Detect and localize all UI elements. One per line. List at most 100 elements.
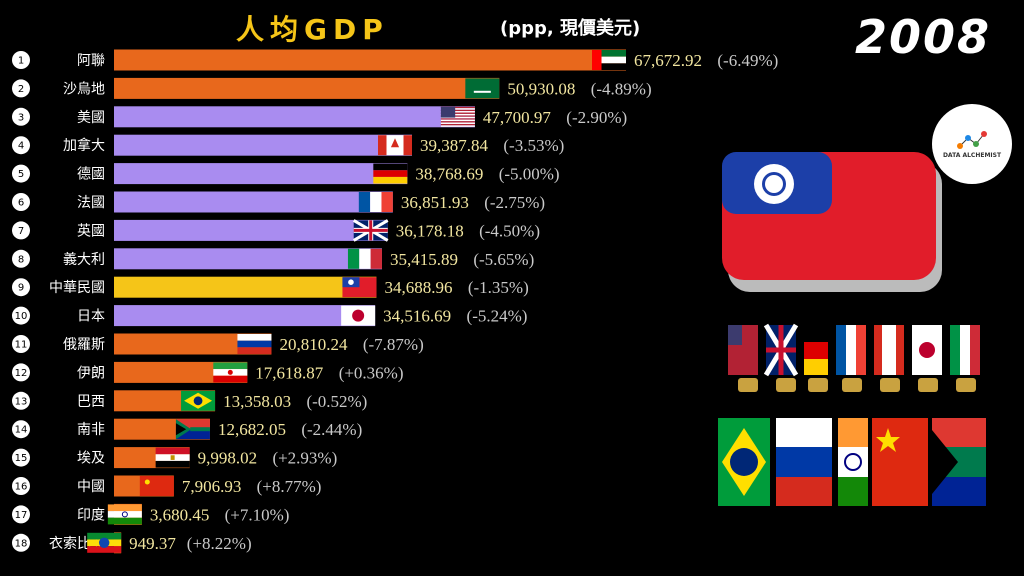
south-africa-flag-icon xyxy=(175,419,210,440)
change-label: (-5.65%) xyxy=(473,250,534,269)
value-label: 13,358.03 xyxy=(223,392,291,411)
taiwan-flag-tile-icon xyxy=(722,152,942,292)
rank-number: 3 xyxy=(18,112,24,123)
rank-number: 8 xyxy=(18,254,24,265)
change-label: (+8.22%) xyxy=(187,534,252,553)
unit-label: (ppp, 現價美元) xyxy=(500,18,641,39)
country-label: 日本 xyxy=(77,309,105,325)
change-label: (-5.24%) xyxy=(467,307,528,326)
rank-number: 4 xyxy=(18,141,24,152)
bar-row: 11 俄羅斯 20,810.24 (-7.87%) xyxy=(12,333,424,355)
rank-badge xyxy=(12,448,30,467)
value-label: 47,700.97 xyxy=(483,108,551,127)
japan-flag-icon xyxy=(341,305,376,326)
rank-number: 9 xyxy=(18,283,24,294)
rank-badge xyxy=(12,79,30,98)
bar-row: 9 中華民國 34,688.96 (-1.35%) xyxy=(12,276,529,298)
bar xyxy=(114,163,408,185)
russia-flag-icon xyxy=(237,334,272,354)
change-label: (-3.53%) xyxy=(503,136,564,155)
rank-number: 16 xyxy=(15,482,28,493)
chart-title: 人均GDP xyxy=(236,13,389,46)
saudi-flag-icon xyxy=(465,78,500,99)
rank-badge xyxy=(12,391,30,410)
g7-desk-flags-icon xyxy=(728,323,980,392)
bar-row: 15 埃及 9,998.02 (+2.93%) xyxy=(12,447,337,469)
bar xyxy=(114,134,413,156)
change-label: (+0.36%) xyxy=(339,363,404,382)
bar-row: 5 德國 38,768.69 (-5.00%) xyxy=(12,163,560,185)
rank-number: 11 xyxy=(15,340,28,351)
usa-flag-icon xyxy=(440,106,475,127)
bar-row: 4 加拿大 39,387.84 (-3.53%) xyxy=(12,134,564,156)
bar-row: 17 印度 3,680.45 (+7.10%) xyxy=(12,503,290,525)
value-label: 34,516.69 xyxy=(383,307,451,326)
value-label: 35,415.89 xyxy=(390,250,458,269)
bar-row: 3 美國 47,700.97 (-2.90%) xyxy=(12,106,627,128)
rank-badge xyxy=(12,107,30,126)
change-label: (-6.49%) xyxy=(717,51,778,70)
bar-row: 13 巴西 13,358.03 (-0.52%) xyxy=(12,390,367,412)
bar xyxy=(114,191,393,213)
rank-badge xyxy=(12,477,30,495)
uk-flag-icon xyxy=(352,219,389,242)
rank-number: 2 xyxy=(18,84,24,95)
country-label: 義大利 xyxy=(63,251,105,268)
value-label: 12,682.05 xyxy=(218,420,286,439)
rank-number: 12 xyxy=(15,368,28,379)
rank-badge xyxy=(12,420,30,439)
change-label: (+7.10%) xyxy=(225,505,290,524)
country-label: 法國 xyxy=(77,195,105,211)
rank-badge xyxy=(12,505,30,524)
rank-number: 10 xyxy=(15,311,28,322)
change-label: (-7.87%) xyxy=(363,335,424,354)
change-label: (-1.35%) xyxy=(468,278,529,297)
rank-number: 18 xyxy=(15,538,28,549)
rank-badge xyxy=(12,363,30,382)
value-label: 36,178.18 xyxy=(396,221,464,240)
value-label: 9,998.02 xyxy=(198,449,258,468)
value-label: 67,672.92 xyxy=(634,51,702,70)
bar-row: 1 阿聯 67,672.92 (-6.49%) xyxy=(12,49,778,71)
bar-row: 14 南非 12,682.05 (-2.44%) xyxy=(12,418,362,440)
bar-row: 12 伊朗 17,618.87 (+0.36%) xyxy=(12,361,404,383)
china-flag-icon xyxy=(139,476,174,496)
bar-row: 2 沙烏地 50,930.08 (-4.89%) xyxy=(12,77,652,99)
bar xyxy=(114,219,388,241)
value-label: 38,768.69 xyxy=(415,165,483,184)
rank-number: 6 xyxy=(18,198,24,209)
country-label: 俄羅斯 xyxy=(63,337,105,353)
value-label: 39,387.84 xyxy=(420,136,489,155)
country-label: 伊朗 xyxy=(77,365,105,381)
rank-number: 17 xyxy=(15,510,28,521)
rank-badge xyxy=(12,533,30,552)
rank-number: 15 xyxy=(15,453,28,464)
value-label: 34,688.96 xyxy=(384,278,452,297)
ethiopia-flag-icon xyxy=(87,532,122,553)
france-flag-icon xyxy=(358,192,393,212)
rank-badge xyxy=(12,306,30,325)
rank-badge xyxy=(12,164,30,183)
brazil-flag-icon xyxy=(181,390,216,411)
rank-badge xyxy=(12,136,30,155)
change-label: (-4.89%) xyxy=(591,79,652,98)
italy-flag-icon xyxy=(347,248,382,269)
rank-badge xyxy=(12,221,30,240)
change-label: (-2.75%) xyxy=(484,193,545,212)
brics-flag-letters-icon xyxy=(718,418,986,506)
rank-badge xyxy=(12,51,30,69)
bar xyxy=(114,77,500,99)
bar-row: 10 日本 34,516.69 (-5.24%) xyxy=(12,305,528,327)
bar xyxy=(114,333,272,355)
logo-text: DATA ALCHEMIST xyxy=(942,152,1002,159)
rank-number: 5 xyxy=(18,169,24,180)
value-label: 3,680.45 xyxy=(150,505,210,524)
rank-number: 14 xyxy=(15,425,28,436)
bar-row: 7 英國 36,178.18 (-4.50%) xyxy=(12,219,540,242)
data-alchemist-logo: DATA ALCHEMIST xyxy=(932,104,1012,184)
india-flag-icon xyxy=(107,504,142,525)
change-label: (+2.93%) xyxy=(272,449,337,468)
bar xyxy=(114,106,475,128)
uae-flag-icon xyxy=(592,50,626,70)
